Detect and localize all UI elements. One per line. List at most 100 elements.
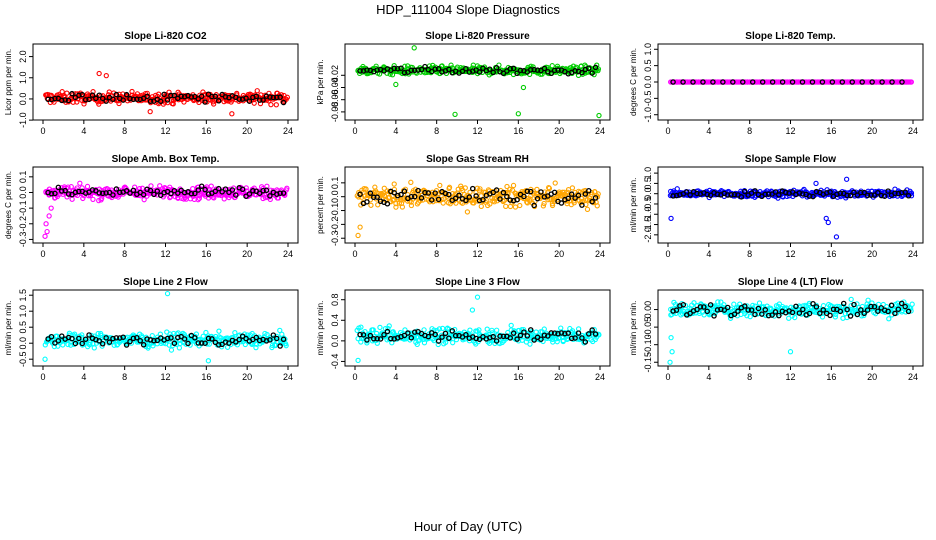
y-axis-label: percent per min. [316, 176, 325, 234]
y-tick-label: -0.2 [18, 216, 28, 232]
point-black [117, 189, 123, 196]
point-black [171, 187, 178, 194]
y-tick-label: -0.05 [643, 317, 653, 338]
y-tick-label: -1.0 [643, 206, 653, 222]
panel-4: Slope Amb. Box Temp. degrees C per min. 0 4… [4, 154, 299, 259]
point-outlier [515, 111, 521, 117]
point-outlier [164, 290, 171, 297]
point-black [273, 94, 280, 101]
point-colored [549, 63, 555, 69]
point-black [192, 335, 198, 341]
point-outlier [96, 70, 102, 77]
point-colored [504, 183, 510, 190]
point-black [589, 198, 595, 205]
point-black [371, 194, 377, 201]
point-black [113, 91, 120, 98]
point-colored [455, 186, 461, 192]
point-black [130, 187, 137, 194]
point-colored [62, 94, 68, 100]
point-colored [251, 100, 257, 106]
point-outlier [474, 294, 481, 300]
point-black [779, 79, 786, 85]
plot-frame [657, 166, 924, 244]
point-black [837, 308, 844, 315]
point-colored [273, 102, 279, 108]
plot-frame [344, 43, 611, 121]
point-black [899, 79, 905, 85]
point-black [99, 95, 106, 102]
point-colored [446, 184, 453, 190]
point-black [507, 197, 514, 203]
point-colored [527, 196, 533, 202]
point-black [555, 67, 561, 73]
point-black [524, 188, 531, 195]
x-tick-label: 12 [472, 126, 482, 136]
point-black [357, 68, 363, 74]
point-black [270, 94, 277, 101]
point-colored [356, 70, 363, 76]
point-colored [157, 183, 163, 189]
point-colored [462, 185, 468, 191]
point-black [398, 65, 404, 71]
panel-title: Slope Li-820 CO2 [124, 31, 207, 42]
point-black [878, 192, 885, 199]
point-black [425, 190, 432, 196]
point-colored [478, 203, 484, 210]
point-black [256, 97, 263, 103]
point-outlier [103, 72, 109, 79]
point-black [776, 192, 782, 198]
x-tick-label: 4 [706, 249, 711, 259]
point-black [700, 79, 706, 85]
point-black [452, 195, 459, 202]
data-points [354, 294, 602, 364]
point-outlier [596, 112, 602, 119]
point-black [487, 66, 493, 72]
y-tick-label: -0.3 [330, 230, 340, 246]
point-colored [477, 186, 483, 192]
point-black [507, 66, 514, 72]
point-colored [546, 184, 552, 191]
x-tick-label: 4 [393, 126, 398, 136]
point-black [881, 193, 888, 199]
point-black [565, 195, 572, 202]
point-black [889, 79, 895, 85]
point-black [514, 70, 520, 76]
point-colored [487, 201, 493, 207]
point-colored [484, 326, 490, 332]
point-black [229, 187, 236, 193]
point-colored [190, 186, 196, 192]
point-black [398, 191, 404, 198]
point-colored [408, 179, 414, 185]
point-colored [408, 202, 415, 209]
point-black [799, 79, 806, 85]
point-colored [464, 209, 471, 215]
point-outlier [667, 359, 673, 365]
x-tick-label: 20 [242, 372, 252, 382]
y-tick-label: 0.0 [643, 76, 653, 89]
point-black [260, 97, 266, 103]
point-black [510, 65, 517, 72]
point-black [411, 193, 418, 200]
point-colored [508, 322, 514, 329]
point-black [793, 303, 799, 310]
point-black [446, 66, 452, 73]
point-black [888, 302, 895, 309]
point-black [202, 186, 208, 193]
point-colored [674, 186, 680, 192]
point-black [585, 65, 592, 71]
point-black [670, 79, 676, 85]
point-black [195, 96, 202, 102]
x-tick-label: 12 [785, 126, 795, 136]
x-tick-label: 24 [908, 126, 918, 136]
point-black [418, 195, 425, 201]
point-black [212, 93, 219, 100]
point-black [435, 66, 442, 72]
y-tick-label: 0.1 [330, 177, 340, 190]
point-outlier [46, 213, 52, 219]
point-colored [69, 196, 75, 202]
y-tick-label: 1.0 [643, 167, 653, 180]
point-black [422, 63, 428, 70]
point-colored [886, 316, 892, 322]
x-tick-label: 16 [826, 126, 836, 136]
y-tick-label: -0.06 [330, 89, 340, 110]
